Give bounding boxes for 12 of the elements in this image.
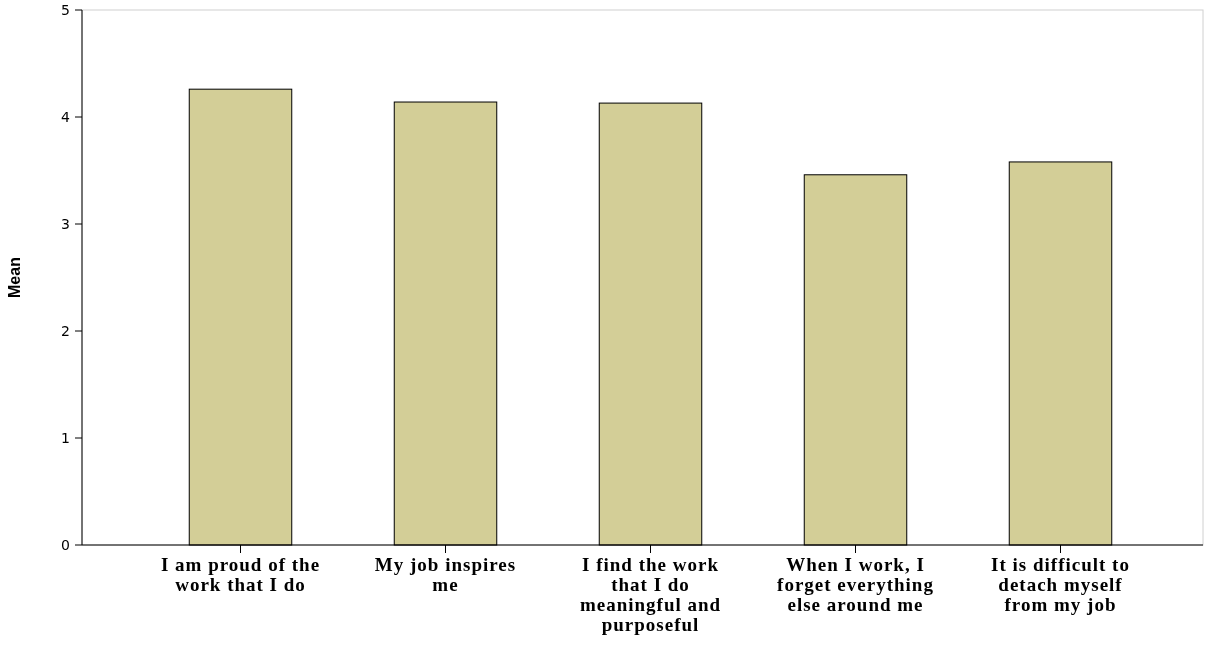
y-tick-label: 5 [61,1,70,18]
x-tick-label: I find the work that I do meaningful and purposeful [579,554,722,635]
x-tick-label: I am proud of the work that I do [160,554,321,595]
x-tick-label: It is difficult to detach myself from my job [991,554,1130,615]
y-axis-title: Mean [6,257,23,298]
x-tick-label: When I work, I forget everything else around me [777,554,934,615]
y-tick-label: 2 [61,322,70,339]
y-tick-label: 3 [61,215,70,232]
y-tick-label: 1 [61,429,70,446]
x-tick-label: My job inspires me [374,554,517,595]
y-tick-label: 4 [61,108,71,125]
y-tick-label: 0 [61,536,70,553]
